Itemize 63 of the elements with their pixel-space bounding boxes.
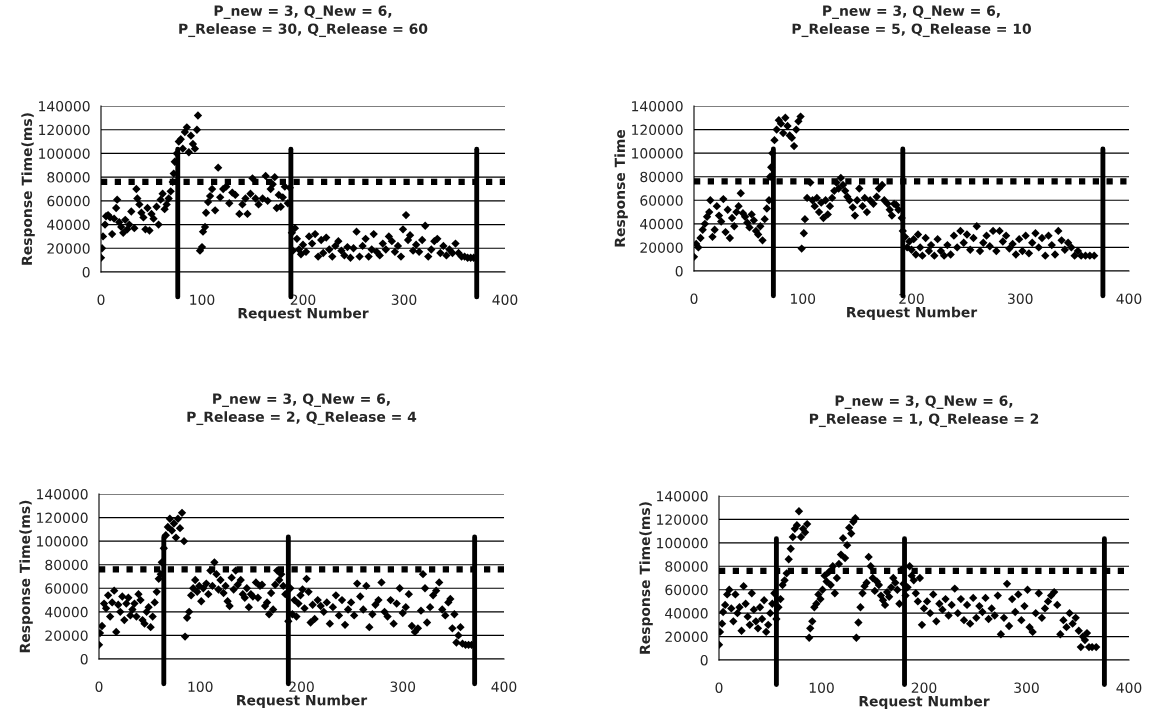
y-axis-title: Response Time(ms) (19, 500, 33, 653)
x-tick-label: 300 (1014, 682, 1039, 693)
y-tick-label: 140000 (37, 488, 88, 500)
x-tick-label: 0 (95, 681, 103, 692)
x-tick-label: 300 (1008, 293, 1033, 304)
x-tick-label: 200 (289, 681, 314, 692)
chart-title: P_new = 3, Q_New = 6, P_Release = 30, Q_Release = 60 (179, 5, 428, 38)
x-axis-title: Request Number (237, 694, 368, 709)
chart-title: P_new = 3, Q_New = 6, P_Release = 5, Q_Release = 10 (792, 5, 1031, 38)
x-tick-label: 100 (809, 682, 834, 693)
y-tick-label: 60000 (47, 195, 90, 207)
x-axis-title: Request Number (238, 307, 369, 322)
y-tick-label: 0 (82, 266, 90, 278)
chart-title: P_new = 3, Q_New = 6, P_Release = 2, Q_Release = 4 (187, 393, 417, 426)
y-tick-label: 20000 (665, 631, 708, 643)
y-tick-label: 80000 (47, 172, 90, 183)
x-axis-title: Request Number (847, 306, 978, 321)
x-tick-label: 0 (97, 294, 105, 305)
y-tick-label: 80000 (45, 559, 88, 571)
x-tick-label: 100 (190, 294, 215, 305)
y-tick-label: 60000 (640, 195, 683, 206)
y-tick-label: 80000 (640, 171, 683, 183)
y-tick-label: 100000 (632, 148, 683, 159)
x-axis-title: Request Number (859, 695, 990, 710)
y-tick-label: 20000 (45, 630, 88, 641)
y-axis-title: Response Time (614, 129, 628, 247)
y-tick-label: 120000 (39, 124, 90, 136)
y-tick-label: 40000 (45, 606, 88, 618)
x-tick-label: 400 (1116, 682, 1142, 693)
x-tick-label: 0 (690, 293, 698, 304)
y-tick-label: 40000 (47, 219, 90, 231)
x-tick-label: 0 (715, 682, 723, 693)
y-tick-label: 0 (80, 653, 88, 665)
x-tick-label: 100 (791, 293, 816, 304)
y-tick-label: 120000 (657, 514, 708, 525)
x-tick-label: 300 (391, 294, 417, 305)
x-tick-label: 400 (492, 294, 518, 305)
y-axis-title: Response Time(ms) (21, 113, 35, 265)
y-tick-label: 140000 (657, 490, 708, 502)
y-tick-label: 80000 (665, 561, 708, 572)
y-tick-label: 100000 (39, 148, 90, 159)
x-tick-label: 200 (911, 682, 937, 693)
x-tick-label: 400 (1116, 293, 1142, 304)
y-tick-label: 0 (700, 654, 708, 666)
x-tick-label: 400 (491, 681, 517, 692)
x-tick-label: 200 (290, 294, 316, 305)
y-tick-label: 120000 (632, 124, 683, 136)
y-tick-label: 60000 (45, 583, 88, 594)
y-tick-label: 100000 (37, 536, 88, 547)
y-tick-label: 60000 (665, 584, 708, 596)
y-tick-label: 40000 (640, 218, 683, 230)
y-tick-label: 20000 (47, 243, 90, 254)
y-tick-label: 140000 (632, 100, 683, 112)
y-tick-label: 0 (675, 265, 683, 277)
y-tick-label: 100000 (657, 537, 708, 549)
y-tick-label: 20000 (640, 242, 683, 253)
y-tick-label: 120000 (37, 512, 88, 524)
y-tick-label: 140000 (39, 100, 90, 112)
chart-title: P_new = 3, Q_New = 6, P_Release = 1, Q_Release = 2 (809, 395, 1039, 428)
x-tick-label: 100 (188, 681, 213, 692)
y-axis-title: Response Time(ms) (639, 502, 653, 654)
x-tick-label: 300 (390, 681, 416, 692)
y-tick-label: 40000 (665, 608, 708, 619)
